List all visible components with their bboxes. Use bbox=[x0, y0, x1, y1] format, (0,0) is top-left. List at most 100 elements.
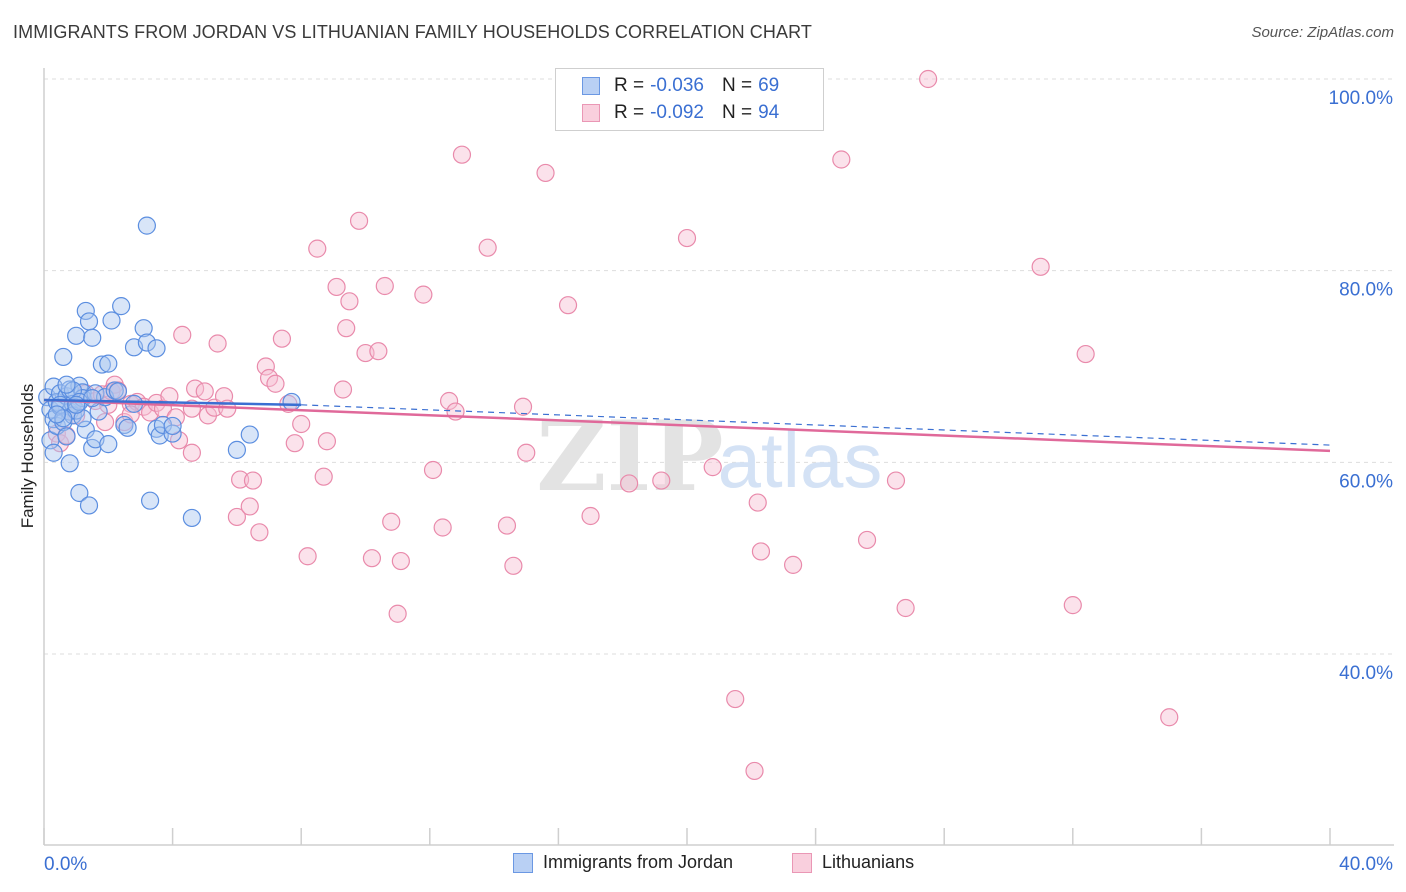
data-point bbox=[317, 432, 337, 451]
tick-labels: 40.0% 60.0% 80.0% 100.0% 0.0% 40.0% bbox=[44, 88, 1393, 875]
data-point bbox=[333, 380, 353, 399]
data-point bbox=[513, 397, 533, 416]
data-point bbox=[703, 458, 722, 477]
chart-title: IMMIGRANTS FROM JORDAN VS LITHUANIAN FAM… bbox=[13, 22, 812, 42]
data-point bbox=[227, 440, 246, 459]
data-point bbox=[414, 285, 433, 304]
data-point bbox=[250, 523, 269, 542]
data-point bbox=[423, 460, 443, 480]
data-point bbox=[677, 228, 697, 248]
data-point bbox=[1160, 708, 1179, 727]
data-point bbox=[118, 418, 137, 437]
y-tick-label: 40.0% bbox=[1339, 663, 1393, 684]
data-point bbox=[272, 329, 292, 348]
data-point bbox=[67, 326, 86, 345]
data-point bbox=[783, 555, 803, 574]
watermark-zip: ZIP bbox=[536, 400, 723, 513]
data-point bbox=[147, 339, 166, 358]
data-point bbox=[208, 334, 227, 353]
y-tick-label: 60.0% bbox=[1339, 471, 1393, 492]
data-point bbox=[137, 333, 156, 352]
data-point bbox=[44, 443, 63, 462]
data-point bbox=[108, 382, 128, 401]
legend-swatch-pink bbox=[792, 852, 812, 873]
data-point bbox=[134, 319, 153, 338]
trend-line-jordan bbox=[43, 398, 302, 407]
data-point bbox=[76, 420, 95, 439]
correlation-legend: R = -0.036 N = 69 R = -0.092 N = 94 bbox=[555, 68, 824, 131]
legend-label-lithuanians: Lithuanians bbox=[822, 852, 915, 872]
legend-r-value: -0.036 bbox=[650, 75, 704, 96]
data-point bbox=[137, 216, 156, 235]
data-point bbox=[140, 491, 160, 510]
data-point bbox=[231, 470, 250, 489]
data-point bbox=[227, 507, 246, 527]
data-point bbox=[349, 211, 369, 230]
data-point bbox=[362, 549, 382, 568]
legend-r-label: R = bbox=[614, 102, 645, 123]
data-point bbox=[195, 382, 214, 401]
series-legend: Immigrants from Jordan Lithuanians bbox=[0, 852, 1406, 876]
data-point bbox=[173, 325, 192, 344]
legend-n-label: N = bbox=[721, 102, 753, 123]
data-point bbox=[832, 150, 851, 169]
data-point bbox=[375, 276, 394, 296]
data-point bbox=[388, 604, 407, 623]
data-point bbox=[919, 69, 938, 89]
source-label: Source: ZipAtlas.com bbox=[1251, 24, 1394, 41]
data-point bbox=[327, 277, 346, 297]
data-point bbox=[726, 689, 745, 709]
data-point bbox=[285, 434, 304, 453]
data-point bbox=[1031, 257, 1050, 276]
legend-swatch-blue bbox=[582, 77, 600, 95]
legend-item-lithuanians[interactable]: Lithuanians bbox=[792, 852, 914, 873]
data-point bbox=[240, 497, 259, 516]
data-point bbox=[70, 483, 89, 503]
data-point bbox=[748, 493, 767, 512]
data-point bbox=[95, 412, 115, 432]
x-tick-label: 0.0% bbox=[44, 854, 87, 875]
data-point bbox=[745, 761, 764, 781]
y-axis-label: Family Households bbox=[18, 383, 37, 529]
data-point bbox=[121, 405, 140, 424]
x-tick-label: 40.0% bbox=[1339, 854, 1393, 875]
data-point bbox=[536, 163, 555, 183]
data-point bbox=[282, 392, 301, 412]
y-tick-label: 80.0% bbox=[1339, 280, 1393, 301]
legend-n-value: 94 bbox=[758, 102, 780, 123]
data-point bbox=[382, 512, 401, 531]
data-point bbox=[79, 496, 99, 515]
data-point bbox=[857, 530, 877, 550]
data-point bbox=[163, 416, 182, 436]
data-point bbox=[92, 355, 111, 374]
legend-row-jordan: R = -0.036 N = 69 bbox=[582, 74, 779, 98]
data-point bbox=[497, 516, 517, 535]
data-point bbox=[57, 375, 76, 394]
data-point bbox=[182, 399, 201, 418]
legend-n-value: 69 bbox=[758, 75, 780, 96]
legend-n-label: N = bbox=[721, 75, 753, 96]
data-point bbox=[182, 443, 201, 462]
data-point bbox=[478, 238, 497, 257]
data-point bbox=[99, 435, 118, 454]
legend-swatch-blue bbox=[513, 852, 533, 873]
data-point bbox=[60, 454, 79, 473]
data-point bbox=[652, 471, 671, 490]
legend-label-jordan: Immigrants from Jordan bbox=[543, 852, 734, 872]
data-point bbox=[1076, 344, 1095, 364]
data-point bbox=[886, 471, 906, 490]
data-point bbox=[76, 301, 95, 321]
legend-item-jordan[interactable]: Immigrants from Jordan bbox=[513, 852, 733, 873]
data-point bbox=[67, 395, 86, 414]
y-tick-label: 100.0% bbox=[1329, 88, 1394, 109]
data-point bbox=[369, 342, 388, 361]
legend-r-label: R = bbox=[614, 75, 645, 96]
data-point bbox=[102, 311, 121, 330]
data-point bbox=[308, 239, 327, 258]
data-point bbox=[314, 467, 333, 486]
data-point bbox=[439, 391, 459, 411]
trend-lines bbox=[43, 398, 1331, 453]
legend-row-lithuanians: R = -0.092 N = 94 bbox=[582, 101, 779, 125]
data-point bbox=[340, 292, 359, 311]
data-point bbox=[163, 424, 182, 443]
